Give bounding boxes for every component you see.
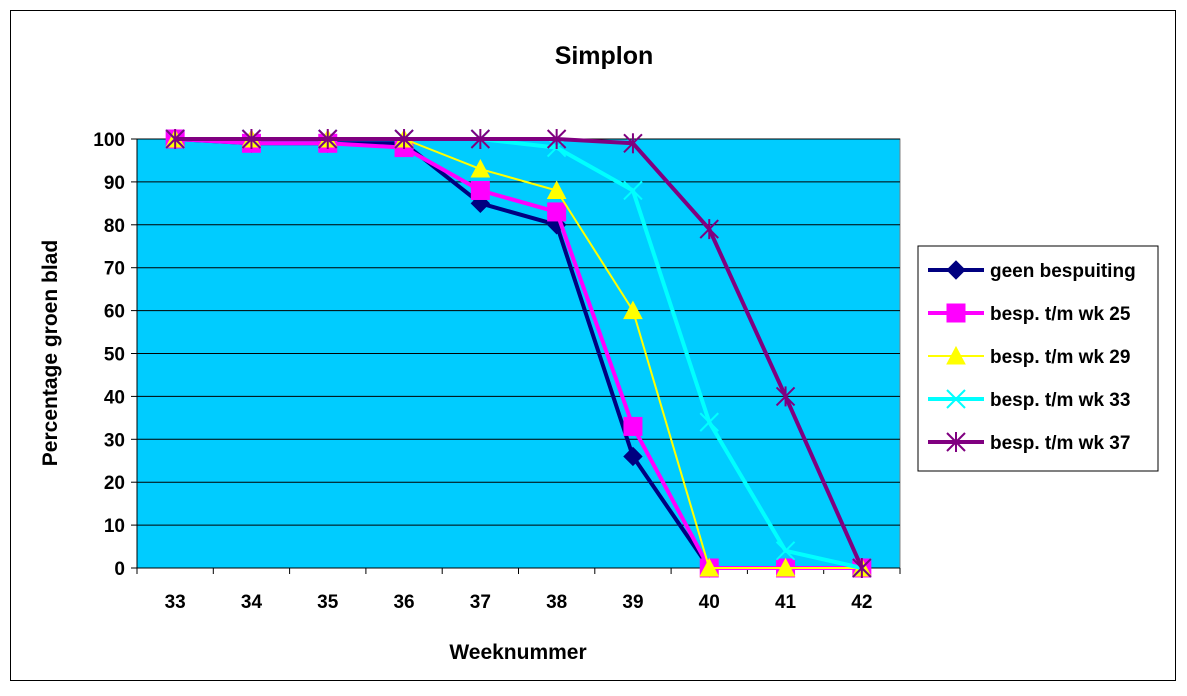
marker-shape xyxy=(946,303,966,323)
y-tick-label: 0 xyxy=(114,559,125,580)
legend-label: besp. t/m wk 33 xyxy=(990,390,1130,411)
x-tick-label: 42 xyxy=(851,592,872,613)
y-tick-label: 80 xyxy=(104,216,125,237)
y-tick-label: 40 xyxy=(104,387,125,408)
marker-shape xyxy=(775,541,796,561)
marker-shape xyxy=(623,416,643,436)
y-axis-label: Percentage groen blad xyxy=(39,240,62,466)
data-point xyxy=(546,129,567,149)
marker-shape xyxy=(623,446,643,467)
data-point xyxy=(547,202,567,222)
x-tick-label: 37 xyxy=(470,592,491,613)
legend-marker xyxy=(946,389,966,409)
x-tick-label: 33 xyxy=(165,592,186,613)
legend-marker xyxy=(946,432,966,452)
y-tick-label: 100 xyxy=(93,130,125,151)
x-axis-label: Weeknummer xyxy=(449,641,586,664)
marker-shape xyxy=(546,180,567,199)
data-point xyxy=(623,180,643,201)
x-tick-label: 36 xyxy=(393,592,414,613)
data-point xyxy=(241,129,262,149)
data-point xyxy=(775,541,796,561)
y-tick-label: 10 xyxy=(104,516,125,537)
legend-item: besp. t/m wk 37 xyxy=(928,432,1130,454)
legend-item: geen bespuiting xyxy=(928,260,1136,282)
legend-marker xyxy=(946,345,966,365)
y-tick-label: 50 xyxy=(104,345,125,366)
marker-shape xyxy=(775,557,796,577)
x-tick-label: 41 xyxy=(775,592,797,613)
data-point xyxy=(699,557,720,577)
legend-label: geen bespuiting xyxy=(990,261,1136,282)
data-point xyxy=(165,129,185,149)
legend-item: besp. t/m wk 25 xyxy=(928,303,1131,325)
data-point xyxy=(775,386,796,407)
data-point xyxy=(623,416,643,436)
data-point xyxy=(699,412,719,432)
data-point xyxy=(623,300,643,320)
x-tick-label: 35 xyxy=(317,592,339,613)
data-point xyxy=(623,446,643,467)
chart-title: Simplon xyxy=(555,42,654,70)
legend-label: besp. t/m wk 37 xyxy=(990,433,1130,454)
x-tick-label: 34 xyxy=(241,592,263,613)
y-tick-label: 20 xyxy=(104,473,125,494)
data-point xyxy=(546,180,567,199)
data-point xyxy=(470,180,490,200)
marker-shape xyxy=(946,345,966,365)
y-tick-label: 60 xyxy=(104,302,125,323)
data-point xyxy=(470,158,491,178)
marker-shape xyxy=(946,389,966,409)
marker-shape xyxy=(699,557,720,577)
data-point xyxy=(470,129,491,149)
y-tick-label: 90 xyxy=(104,173,125,194)
legend-marker xyxy=(946,303,966,323)
marker-shape xyxy=(547,202,567,222)
marker-shape xyxy=(946,260,966,280)
y-tick-label: 30 xyxy=(104,430,125,451)
marker-shape xyxy=(470,158,491,178)
data-point xyxy=(623,133,643,154)
marker-shape xyxy=(623,180,643,201)
legend-marker xyxy=(946,260,966,280)
data-point xyxy=(394,129,414,149)
data-point xyxy=(852,558,872,578)
legend-label: besp. t/m wk 25 xyxy=(990,304,1131,325)
data-point xyxy=(775,557,796,577)
series-line-5 xyxy=(175,137,864,569)
legend: geen bespuiting besp. t/m wk 25 besp. t/m … xyxy=(917,245,1159,472)
x-tick-label: 39 xyxy=(622,592,643,613)
marker-shape xyxy=(470,180,490,200)
x-tick-label: 38 xyxy=(546,592,567,613)
legend-item: besp. t/m wk 29 xyxy=(928,345,1130,368)
plot-area: 0 10 20 30 40 50 60 70 80 90 100 33 34 35 36 37 38 39 40 41… xyxy=(93,128,901,613)
marker-shape xyxy=(623,300,643,320)
data-point xyxy=(318,129,338,149)
y-tick-label: 70 xyxy=(104,259,125,280)
x-tick-label: 40 xyxy=(699,592,720,613)
data-point xyxy=(699,219,719,240)
legend-label: besp. t/m wk 29 xyxy=(990,347,1130,368)
legend-item: besp. t/m wk 33 xyxy=(928,389,1130,411)
marker-shape xyxy=(699,412,719,432)
